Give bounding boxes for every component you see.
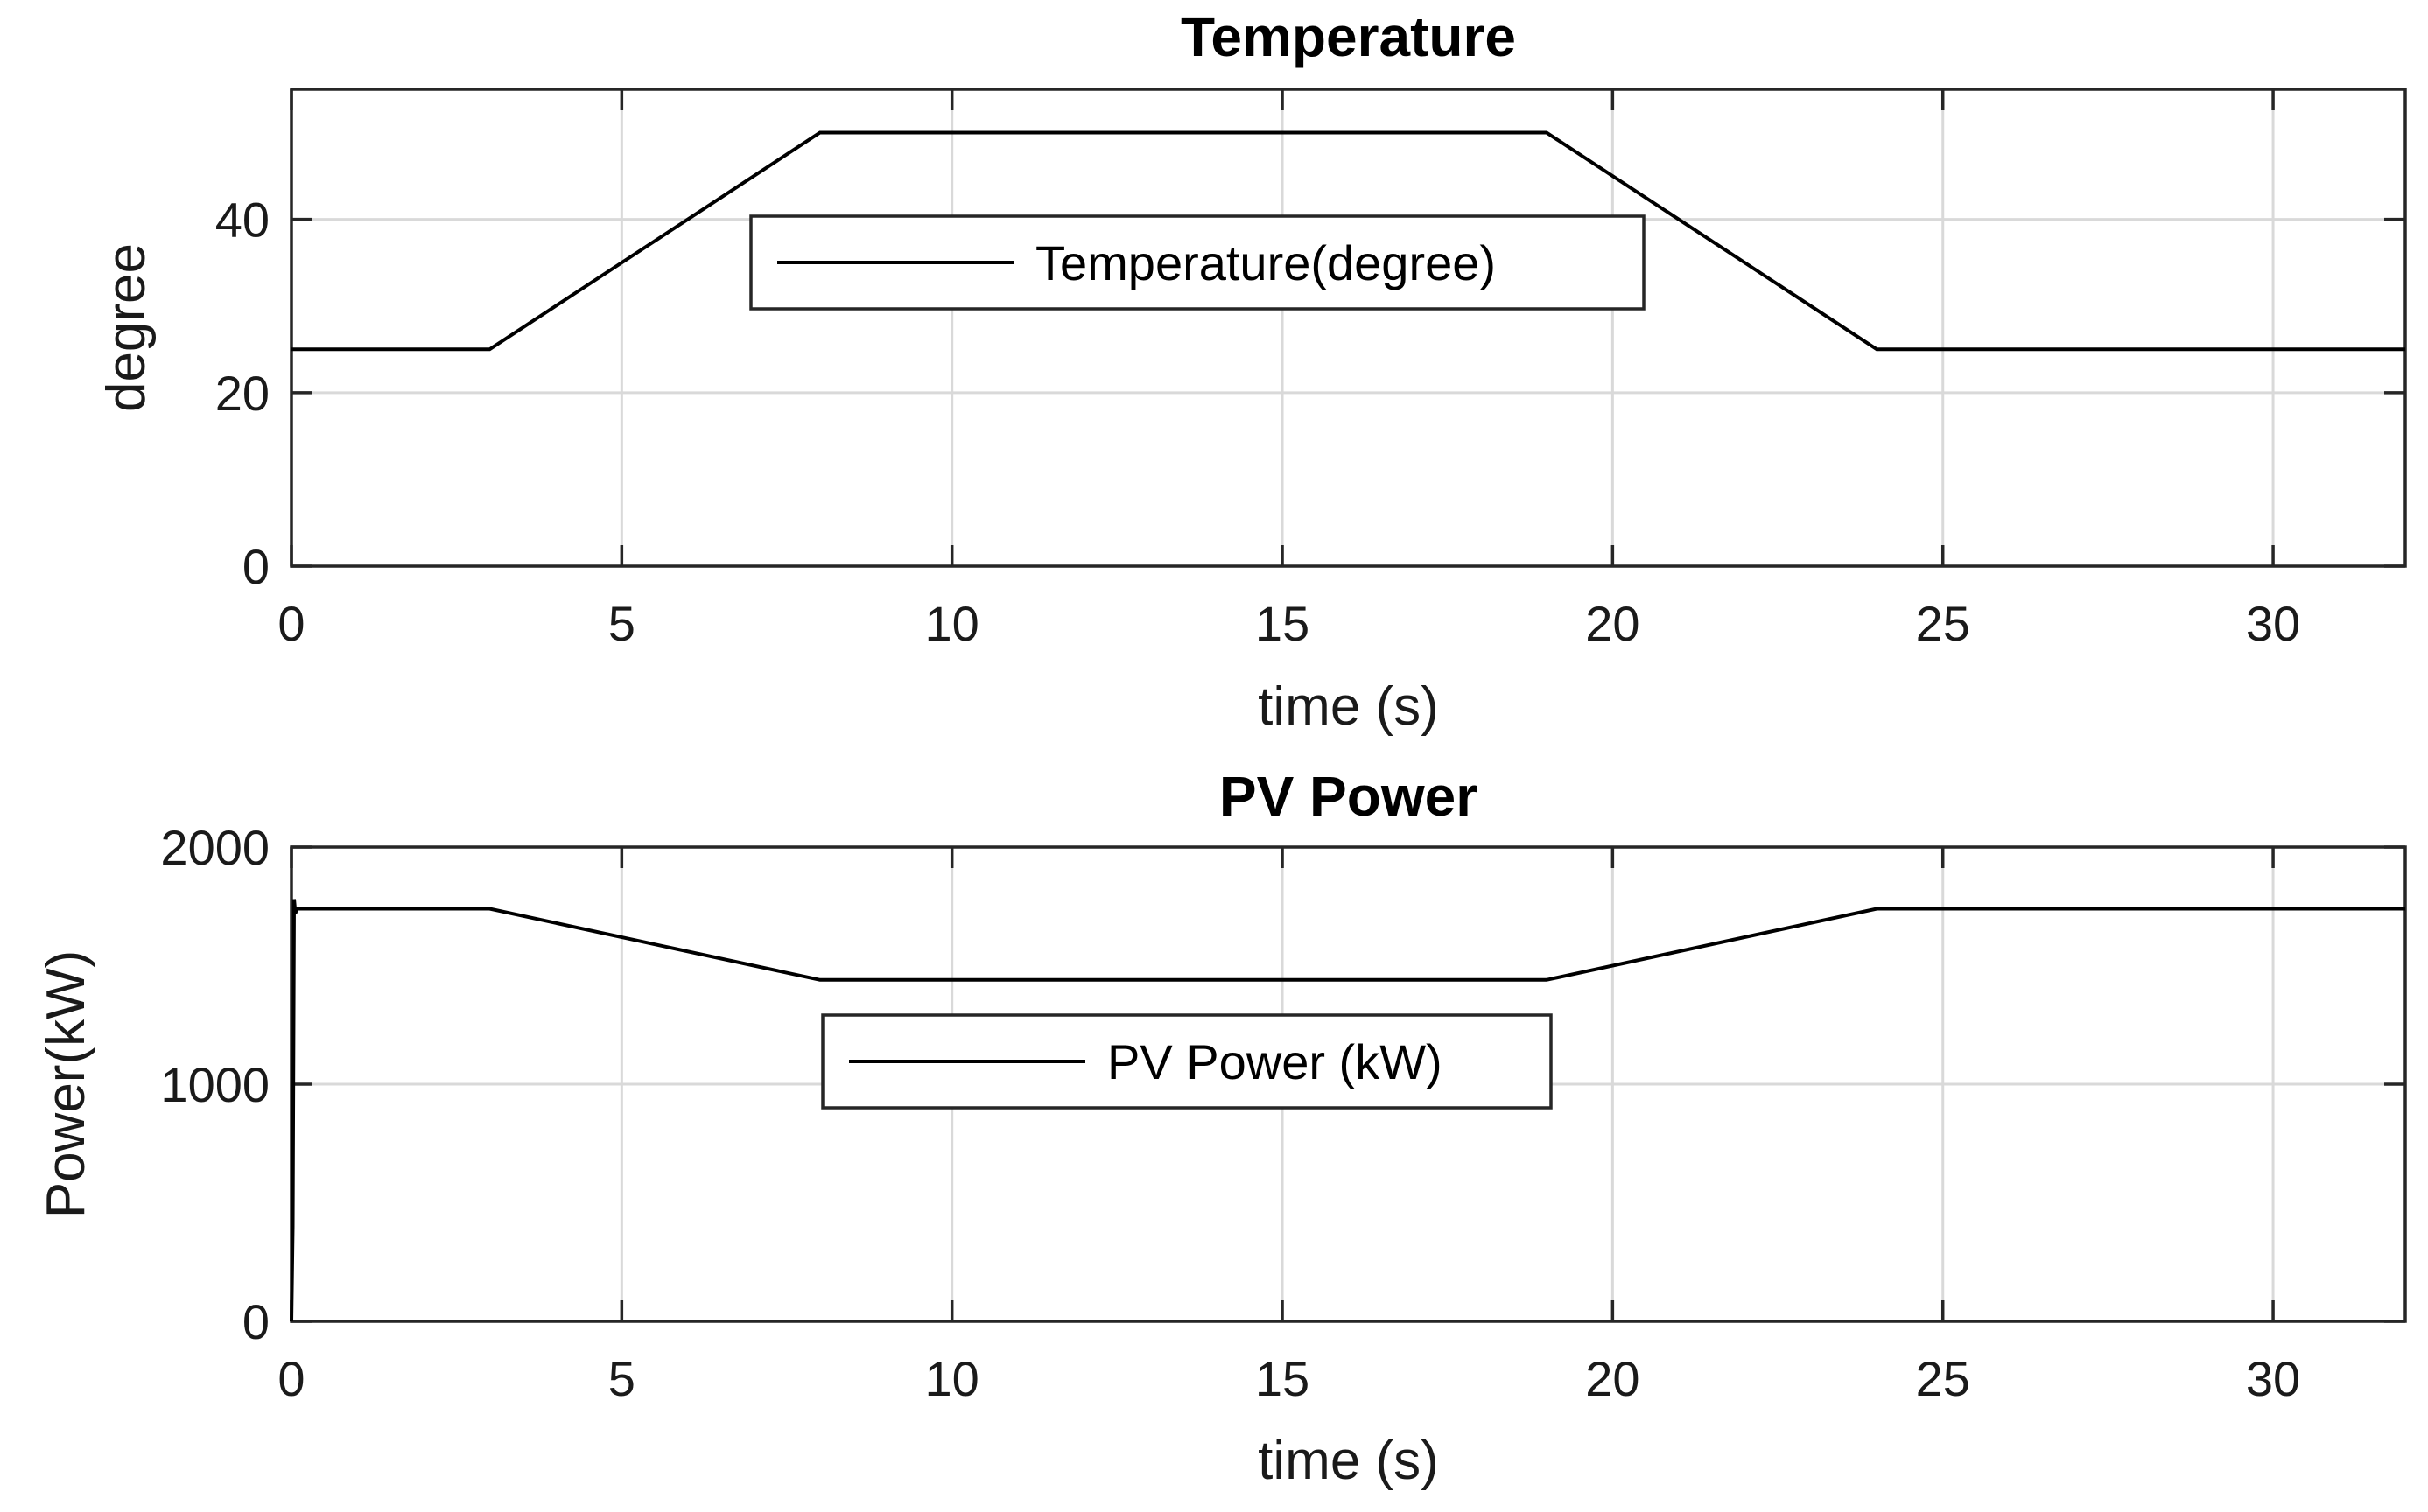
temperature-x-axis-label: time (s) <box>1258 676 1439 737</box>
pv-power-x-tick-label: 20 <box>1585 1351 1639 1406</box>
pv-power-legend: PV Power (kW) <box>821 1013 1553 1110</box>
temperature-chart-title: Temperature <box>1181 5 1516 68</box>
pv-power-x-tick-label: 15 <box>1255 1351 1309 1406</box>
temperature-x-tick-label: 25 <box>1916 596 1970 651</box>
pv-power-legend-label: PV Power (kW) <box>1107 1034 1442 1089</box>
temperature-x-tick-label: 20 <box>1585 596 1639 651</box>
temperature-legend: Temperature(degree) <box>749 214 1646 311</box>
temperature-axes-box <box>290 88 2407 568</box>
temperature-y-tick-label: 40 <box>215 192 270 248</box>
temperature-y-tick-label: 20 <box>215 366 270 421</box>
pv-power-x-tick-label: 25 <box>1916 1351 1970 1406</box>
temperature-y-tick-label: 0 <box>242 539 270 594</box>
pv-power-y-axis-label: Power(kW) <box>36 950 96 1219</box>
temperature-series-line <box>291 130 2405 352</box>
temperature-y-axis-label: degree <box>96 243 157 412</box>
temperature-x-tick-label: 0 <box>277 596 305 651</box>
temperature-x-tick-label: 10 <box>925 596 979 651</box>
pv-power-panel: PV Power 0 5 10 15 20 25 30 0 1000 2000 time (s) Pow… <box>36 765 2407 1491</box>
pv-power-chart-title: PV Power <box>1219 765 1477 828</box>
pv-power-y-tick-label: 0 <box>242 1294 270 1349</box>
pv-power-x-tick-label: 5 <box>608 1351 635 1406</box>
pv-power-x-tick-label: 0 <box>277 1351 305 1406</box>
pv-power-x-tick-label: 30 <box>2246 1351 2300 1406</box>
pv-power-series-line <box>290 899 2405 1322</box>
temperature-x-tick-label: 15 <box>1255 596 1309 651</box>
pv-power-x-tick-label: 10 <box>925 1351 979 1406</box>
temperature-legend-label: Temperature(degree) <box>1035 235 1496 290</box>
temperature-x-tick-label: 5 <box>608 596 635 651</box>
temperature-x-tick-label: 30 <box>2246 596 2300 651</box>
pv-power-y-tick-label: 1000 <box>160 1057 270 1112</box>
temperature-panel: Temperature 0 5 10 15 20 25 30 0 20 40 time (s) degr… <box>96 5 2407 737</box>
pv-power-x-axis-label: time (s) <box>1258 1431 1439 1491</box>
pv-power-y-tick-label: 2000 <box>160 820 270 875</box>
